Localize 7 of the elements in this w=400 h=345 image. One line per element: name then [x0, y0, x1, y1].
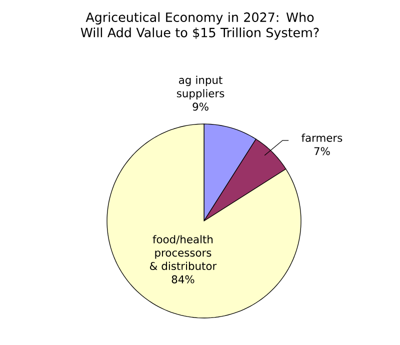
slice-label: ag input suppliers: [176, 76, 224, 100]
slice-label: farmers: [302, 134, 342, 142]
data-label: 7%: [314, 147, 330, 156]
chart-title: Agriceutical Economy in 2027: Who Will Add Value to $15 Trillion System?: [80, 12, 319, 40]
slice-label: food/health processors & distributor: [150, 235, 217, 270]
data-label: 9%: [192, 102, 208, 111]
data-label: 84%: [172, 275, 194, 284]
